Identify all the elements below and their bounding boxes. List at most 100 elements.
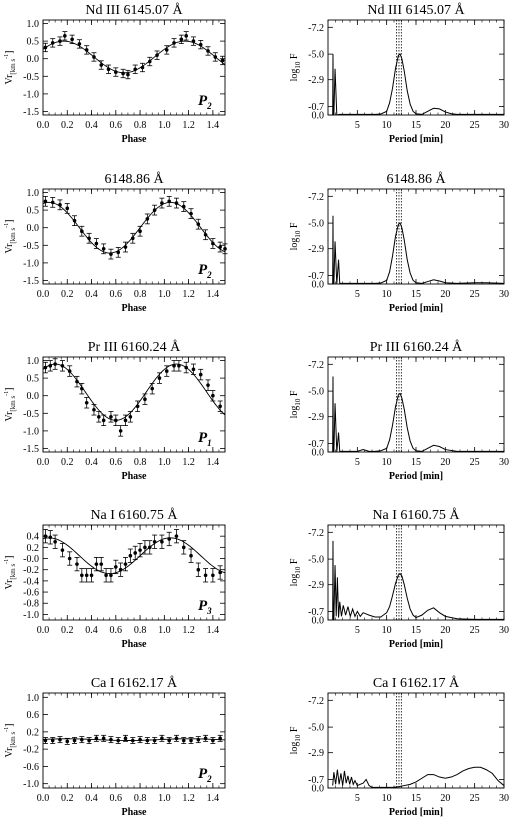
y-tick-label: -0.0	[23, 554, 39, 565]
data-point	[143, 397, 147, 402]
data-point	[152, 738, 157, 743]
fit-curve	[42, 201, 226, 254]
data-point	[147, 545, 152, 550]
y-axis-label: Vr[km s-1]	[4, 219, 17, 253]
x-axis-label: Period [min]	[389, 639, 443, 650]
data-point	[50, 200, 55, 205]
data-point	[99, 63, 104, 67]
periodogram-curve	[332, 215, 504, 284]
y-label-main: log	[289, 69, 300, 82]
data-point	[50, 738, 55, 743]
data-point	[104, 573, 108, 578]
y-label-end: ]	[4, 50, 15, 53]
x-tick-label: 5	[355, 120, 360, 131]
data-point	[135, 404, 140, 409]
data-point	[123, 245, 128, 249]
y-label-end: F	[289, 222, 300, 231]
y-label-sub: [km s	[9, 228, 17, 244]
y-axis-label: log10 F	[289, 222, 302, 250]
period-letter: P	[198, 430, 208, 446]
data-point	[130, 738, 135, 743]
rv-panel-4: Na I 6160.75 Å0.0 0.2 0.4 0.6 0.8 1.0 1.2 1.4Ph…	[4, 507, 226, 650]
data-point	[109, 415, 113, 419]
data-point	[80, 573, 84, 578]
y-label-main: Vr	[4, 579, 15, 590]
plot-frame	[327, 188, 505, 285]
y-tick-label: 1.0	[27, 188, 40, 199]
period-subscript: 2	[206, 774, 212, 784]
data-point	[80, 386, 84, 391]
y-tick-label: -0.7	[308, 271, 324, 282]
x-tick-label: 30	[499, 289, 509, 300]
rv-panel-3: Pr III 6160.24 Å 0.0 0.2 0.4 0.6 0.8 1.0 1.2 1.4…	[4, 339, 226, 482]
x-tick-label: 10	[382, 120, 392, 131]
y-label-sub: [km s	[9, 59, 17, 75]
period-label: P2	[198, 766, 212, 784]
data-point	[128, 415, 133, 419]
data-point	[206, 49, 210, 53]
data-point	[114, 70, 118, 74]
data-point	[181, 545, 186, 550]
y-tick-label: 0.0	[27, 223, 40, 234]
data-point	[213, 55, 218, 59]
data-point	[128, 553, 133, 558]
y-tick-label: -0.2	[23, 745, 39, 756]
x-tick-label: 1.4	[207, 625, 220, 636]
y-axis-label-text: Vr[km s-1]	[4, 555, 17, 589]
data-point	[138, 737, 142, 742]
data-point	[123, 736, 128, 741]
y-tick-label: -1.5	[23, 444, 39, 455]
y-label-sup: -1	[4, 559, 10, 564]
data-point	[167, 738, 171, 743]
x-tick-label: 1.4	[207, 457, 220, 468]
data-point	[84, 48, 89, 52]
plot-frame	[327, 19, 505, 116]
y-tick-label: 0.0	[312, 616, 325, 627]
data-point	[65, 739, 70, 744]
data-point	[191, 39, 196, 43]
x-axis-label: Phase	[122, 303, 148, 314]
data-point	[145, 738, 150, 743]
y-tick-label: -0.4	[23, 576, 39, 587]
data-point	[211, 241, 215, 246]
x-tick-label: 10	[382, 793, 392, 804]
period-letter: P	[198, 598, 208, 614]
y-axis-label-text: log10 F	[289, 390, 302, 418]
data-point	[67, 556, 72, 561]
y-label-sup: -1	[4, 727, 10, 732]
data-point	[63, 34, 67, 38]
data-point	[174, 534, 179, 538]
chart-title: Nd III 6145.07 Å	[367, 2, 465, 18]
periodogram-curve	[332, 540, 504, 620]
y-axis-label-text: Vr[km s-1]	[4, 50, 17, 84]
y-tick-label: -0.5	[23, 72, 39, 83]
y-tick-label: -0.6	[23, 588, 39, 599]
data-point	[84, 573, 89, 578]
data-point	[118, 429, 123, 433]
chart-title: Na I 6160.75 Å	[372, 507, 460, 523]
x-tick-label: 0.0	[37, 625, 50, 636]
y-label-main: log	[289, 238, 300, 251]
y-axis-label-text: log10 F	[289, 53, 302, 81]
x-axis-label: Period [min]	[389, 303, 443, 314]
y-label-main: log	[289, 574, 300, 587]
y-tick-label: 1.0	[27, 693, 40, 704]
data-point	[53, 539, 57, 544]
data-point	[191, 367, 196, 372]
data-point	[92, 407, 96, 412]
data-point	[167, 199, 171, 204]
x-axis-label: Period [min]	[389, 471, 443, 482]
y-tick-label: -2.9	[308, 580, 324, 591]
x-tick-label: 0.4	[85, 793, 98, 804]
data-point	[181, 204, 186, 209]
data-point	[43, 199, 48, 204]
data-point	[133, 67, 138, 72]
y-axis-label-text: log10 F	[289, 558, 302, 586]
y-axis-label-text: Vr[km s-1]	[4, 219, 17, 253]
y-tick-label: -7.2	[308, 192, 324, 203]
data-point	[172, 363, 176, 368]
data-point	[196, 567, 201, 572]
data-point	[196, 737, 201, 742]
data-point	[184, 34, 188, 38]
